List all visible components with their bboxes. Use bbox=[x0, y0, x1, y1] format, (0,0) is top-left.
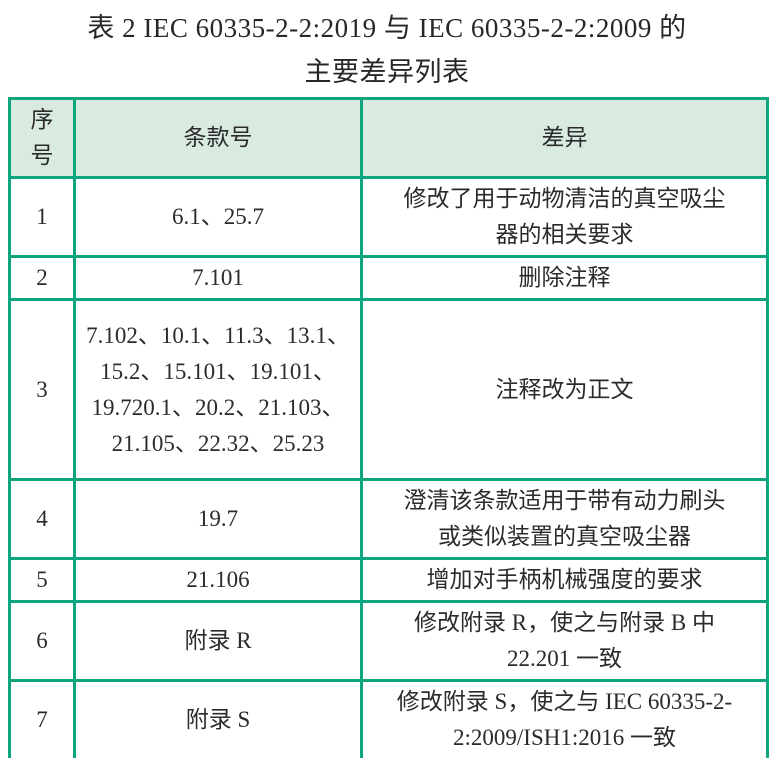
differences-table: 序号 条款号 差异 1 6.1、25.7 修改了用于动物清洁的真空吸尘器的相关要… bbox=[8, 97, 769, 758]
number-cell: 2 bbox=[8, 255, 76, 301]
clause-cell: 7.102、10.1、11.3、13.1、15.2、15.101、19.101、… bbox=[73, 298, 363, 481]
number-cell: 6 bbox=[8, 600, 76, 682]
table-row: 2 7.101 删除注释 bbox=[8, 255, 769, 301]
table-caption-line1: 表 2 IEC 60335-2-2:2019 与 IEC 60335-2-2:2… bbox=[87, 13, 687, 43]
number-cell: 1 bbox=[8, 176, 76, 258]
table-caption-line2: 主要差异列表 bbox=[304, 57, 470, 87]
table-row: 3 7.102、10.1、11.3、13.1、15.2、15.101、19.10… bbox=[8, 298, 769, 481]
clause-cell: 6.1、25.7 bbox=[73, 176, 363, 258]
difference-cell: 注释改为正文 bbox=[360, 298, 769, 481]
number-cell: 7 bbox=[8, 679, 76, 758]
table-row: 5 21.106 增加对手柄机械强度的要求 bbox=[8, 557, 769, 603]
header-cell-number: 序号 bbox=[8, 97, 76, 179]
difference-cell: 增加对手柄机械强度的要求 bbox=[360, 557, 769, 603]
header-cell-clause: 条款号 bbox=[73, 97, 363, 179]
number-cell: 4 bbox=[8, 478, 76, 560]
clause-cell: 19.7 bbox=[73, 478, 363, 560]
header-row: 序号 条款号 差异 bbox=[8, 97, 769, 179]
clause-cell: 附录 R bbox=[73, 600, 363, 682]
number-cell: 5 bbox=[8, 557, 76, 603]
difference-cell: 删除注释 bbox=[360, 255, 769, 301]
table-caption: 表 2 IEC 60335-2-2:2019 与 IEC 60335-2-2:2… bbox=[0, 0, 774, 94]
table-row: 4 19.7 澄清该条款适用于带有动力刷头或类似装置的真空吸尘器 bbox=[8, 478, 769, 560]
clause-cell: 7.101 bbox=[73, 255, 363, 301]
clause-cell: 附录 S bbox=[73, 679, 363, 758]
table-row: 7 附录 S 修改附录 S，使之与 IEC 60335-2-2:2009/ISH… bbox=[8, 679, 769, 758]
table-row: 1 6.1、25.7 修改了用于动物清洁的真空吸尘器的相关要求 bbox=[8, 176, 769, 258]
difference-cell: 修改附录 S，使之与 IEC 60335-2-2:2009/ISH1:2016 … bbox=[360, 679, 769, 758]
difference-cell: 澄清该条款适用于带有动力刷头或类似装置的真空吸尘器 bbox=[360, 478, 769, 560]
difference-cell: 修改附录 R，使之与附录 B 中 22.201 一致 bbox=[360, 600, 769, 682]
clause-cell: 21.106 bbox=[73, 557, 363, 603]
number-cell: 3 bbox=[8, 298, 76, 481]
table-row: 6 附录 R 修改附录 R，使之与附录 B 中 22.201 一致 bbox=[8, 600, 769, 682]
difference-cell: 修改了用于动物清洁的真空吸尘器的相关要求 bbox=[360, 176, 769, 258]
header-cell-difference: 差异 bbox=[360, 97, 769, 179]
